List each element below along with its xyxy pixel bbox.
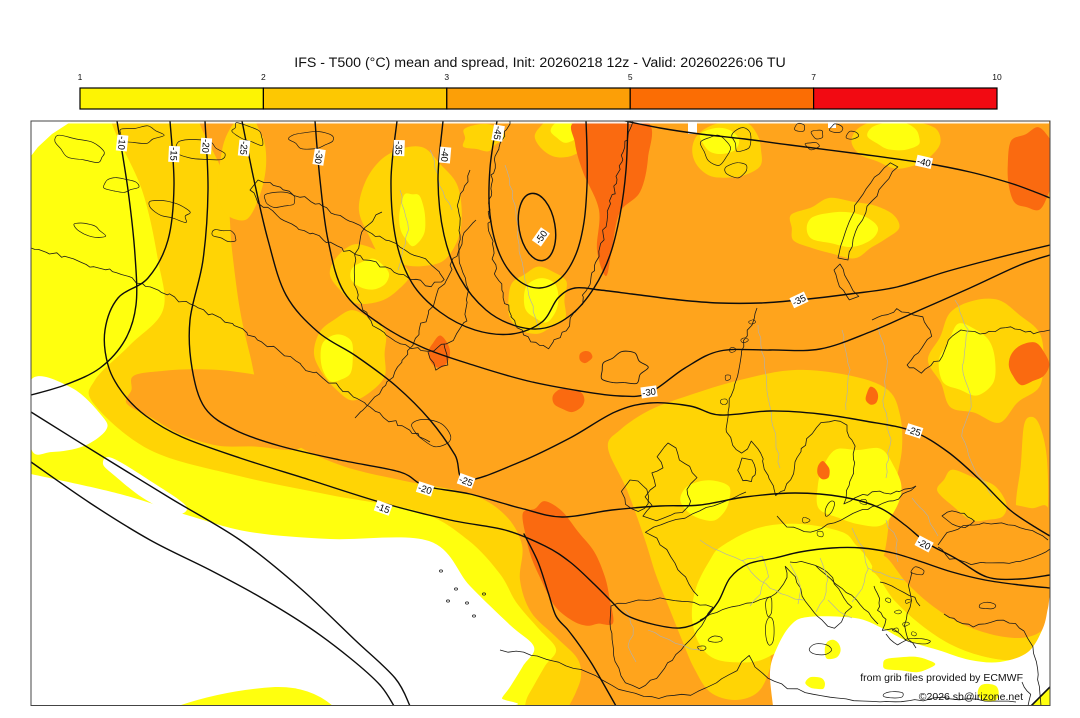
svg-text:-40: -40	[438, 148, 450, 163]
svg-text:-20: -20	[416, 483, 432, 498]
svg-text:from grib files provided by EC: from grib files provided by ECMWF	[860, 672, 1023, 684]
svg-text:-20: -20	[199, 139, 211, 153]
svg-text:1: 1	[78, 72, 83, 82]
svg-text:-10: -10	[115, 136, 127, 151]
svg-text:3: 3	[444, 72, 449, 82]
svg-text:-40: -40	[916, 156, 932, 170]
svg-text:-15: -15	[374, 501, 391, 516]
svg-text:-25: -25	[457, 474, 474, 489]
svg-text:-25: -25	[237, 141, 249, 156]
svg-text:-45: -45	[491, 125, 504, 140]
svg-text:10: 10	[992, 72, 1002, 82]
svg-text:-30: -30	[642, 386, 657, 399]
svg-text:2: 2	[261, 72, 266, 82]
svg-text:5: 5	[628, 72, 633, 82]
svg-text:-25: -25	[905, 425, 921, 440]
svg-text:-30: -30	[312, 149, 325, 164]
svg-text:-35: -35	[791, 293, 808, 309]
svg-text:©2026 sb@irizone.net: ©2026 sb@irizone.net	[919, 691, 1023, 703]
svg-text:-35: -35	[392, 141, 403, 155]
svg-text:7: 7	[811, 72, 816, 82]
svg-text:-15: -15	[167, 147, 179, 161]
svg-text:IFS - T500 (°C) mean and sprea: IFS - T500 (°C) mean and spread, Init: 2…	[294, 55, 786, 71]
